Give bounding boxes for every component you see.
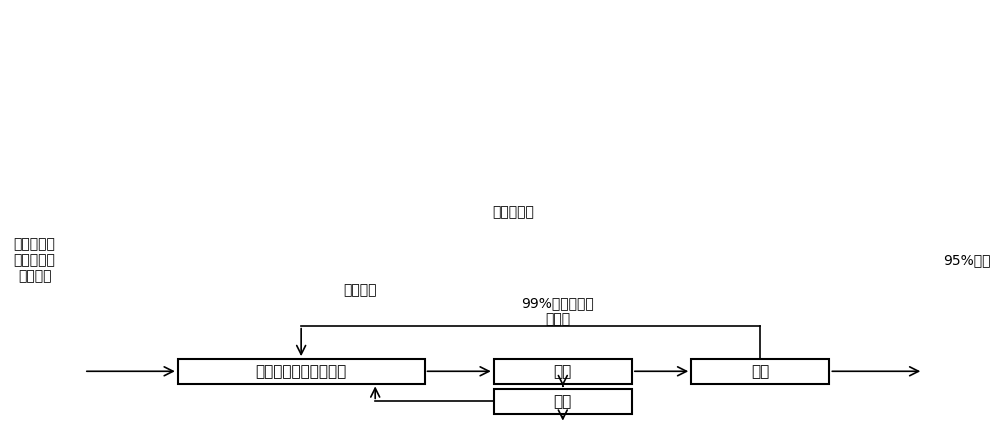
Text: 99%丁酸作为反
应原料: 99%丁酸作为反 应原料	[521, 296, 594, 326]
Text: 精馏: 精馏	[554, 394, 572, 409]
Text: 分层: 分层	[554, 364, 572, 379]
Text: 精馏: 精馏	[751, 364, 769, 379]
FancyBboxPatch shape	[178, 359, 425, 383]
FancyBboxPatch shape	[494, 359, 632, 383]
Text: 95%乙醇: 95%乙醇	[943, 253, 990, 267]
FancyBboxPatch shape	[691, 359, 829, 383]
Text: 回收水洗水: 回收水洗水	[492, 205, 534, 219]
FancyBboxPatch shape	[494, 389, 632, 413]
Text: 回收助剂: 回收助剂	[344, 283, 377, 297]
Text: 水洗（微通道反应器）: 水洗（微通道反应器）	[256, 364, 347, 379]
Text: 原料液（丁
酸和乙醇的
混合物）: 原料液（丁 酸和乙醇的 混合物）	[14, 237, 55, 283]
